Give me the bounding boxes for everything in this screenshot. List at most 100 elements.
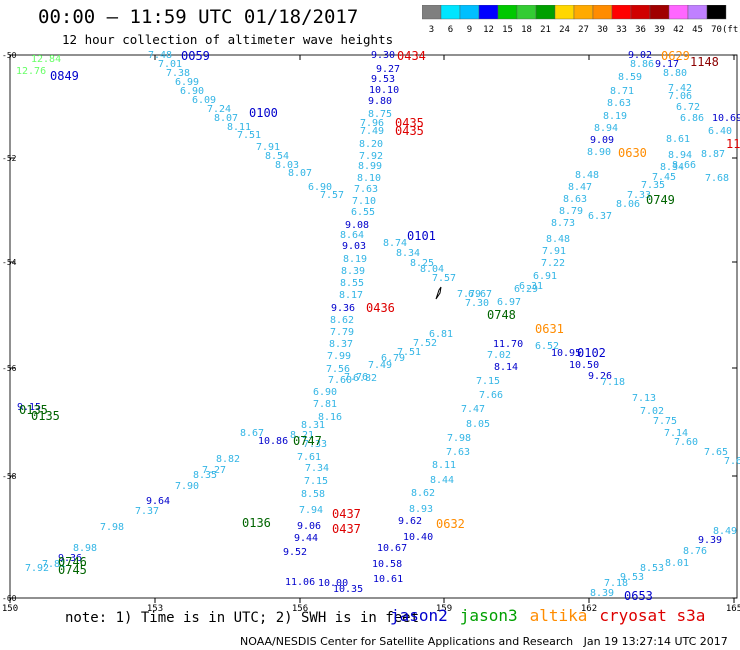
wave-height-obs: 8.05 [466,419,490,430]
wave-height-obs: 7.69 [724,456,740,467]
wave-height-obs: 8.94 [594,123,618,134]
wave-height-obs: 7.15 [476,376,500,387]
wave-height-obs: 6.82 [353,373,377,384]
pass-time-label: 1148 [690,55,719,69]
colorbar-unit: (ft) [722,25,740,35]
wave-height-obs: 8.07 [214,113,238,124]
pass-time-label: 0436 [366,301,395,315]
lat-tick-label: -58 [2,472,17,481]
wave-height-obs: 8.06 [616,199,640,210]
wave-height-obs: 6.90 [313,387,337,398]
wave-height-obs: 8.07 [288,168,312,179]
pass-time-label: 11 [726,137,740,151]
legend-entry: cryosat s3a [599,606,706,625]
wave-height-obs: 8.62 [330,315,354,326]
wave-height-obs: 8.58 [301,489,325,500]
pass-time-label: 0435 [395,116,424,130]
wave-height-obs: 8.49 [713,526,737,537]
wave-height-obs: 8.59 [618,72,642,83]
pass-time-label: 0135 [19,403,48,417]
wave-height-obs: 6.31 [519,281,543,292]
wave-height-obs: 6.99 [175,77,199,88]
pass-time-label: 0101 [407,229,436,243]
pass-time-label: 0136 [242,516,271,530]
wave-height-obs: 7.22 [541,258,565,269]
wave-height-obs: 7.60 [328,375,352,386]
wave-height-obs: 10.40 [403,532,433,543]
credit-line: NOAA/NESDIS Center for Satellite Applica… [240,635,728,648]
wave-height-obs: 7.94 [299,505,323,516]
wave-height-obs: 8.19 [343,254,367,265]
wave-height-obs: 7.51 [397,347,421,358]
wave-height-obs: 7.15 [304,476,328,487]
pass-time-label: 0629 [661,49,690,63]
wave-height-obs: 7.81 [313,399,337,410]
wave-height-obs: 8.39 [590,588,614,599]
wave-height-obs: 7.68 [705,173,729,184]
wave-height-obs: 8.86 [630,59,654,70]
wave-height-obs: 9.02 [628,50,652,61]
wave-height-obs: 8.67 [240,428,264,439]
wave-height-obs: 6.97 [497,297,521,308]
wave-height-obs: 12.76 [16,66,46,77]
pass-time-label: 0434 [397,49,426,63]
wave-height-obs: 9.52 [283,547,307,558]
wave-height-obs: 7.60 [674,437,698,448]
wave-height-obs: 10.95 [551,348,581,359]
pass-time-label: 0745 [58,563,87,577]
colorbar-tick: 21 [540,25,551,35]
chart-title: 00:00 – 11:59 UTC 01/18/2017 [38,6,359,28]
wave-height-obs: 8.62 [411,488,435,499]
wave-height-obs: 8.75 [368,109,392,120]
lon-tick-label: 159 [436,604,452,614]
wave-height-obs: 7.91 [542,246,566,257]
wave-height-obs: 7.38 [166,68,190,79]
wave-height-obs: 8.44 [430,475,454,486]
pass-time-label: 0437 [332,507,361,521]
wave-height-obs: 7.30 [465,298,489,309]
colorbar-tick: 42 [673,25,684,35]
colorbar-tick: 24 [559,25,570,35]
wave-height-obs: 8.11 [432,460,456,471]
map-frame [9,54,738,599]
colorbar-tick: 15 [502,25,513,35]
island-outline [435,286,442,300]
wave-height-obs: 8.64 [340,230,364,241]
wave-height-obs: 6.90 [308,182,332,193]
pass-time-label: 0749 [646,193,675,207]
wave-height-obs: 7.37 [135,506,159,517]
wave-height-obs: 9.08 [345,220,369,231]
wave-height-obs: 8.25 [410,258,434,269]
wave-height-obs: 8.48 [546,234,570,245]
wave-height-obs: 8.66 [672,160,696,171]
wave-height-obs: 7.06 [668,91,692,102]
wave-height-obs: 8.03 [275,160,299,171]
pass-time-label: 0437 [332,522,361,536]
wave-height-obs: 8.53 [640,563,664,574]
pass-time-label: 0747 [293,434,322,448]
colorbar-tick: 9 [467,25,472,35]
pass-time-label: 0849 [50,69,79,83]
wave-height-obs: 8.90 [587,147,611,158]
wave-height-obs: 7.57 [320,190,344,201]
lon-tick-label: 162 [581,604,597,614]
wave-height-obs: 7.47 [461,404,485,415]
wave-height-obs: 8.79 [559,206,583,217]
lon-tick-label: 153 [147,604,163,614]
wave-height-obs: 6.91 [533,271,557,282]
wave-height-obs: 10.69 [712,113,740,124]
wave-height-obs: 9.06 [297,521,321,532]
wave-height-obs: 8.63 [607,98,631,109]
wave-height-obs: 8.93 [409,504,433,515]
colorbar-tick: 3 [429,25,434,35]
wave-height-obs: 8.19 [603,111,627,122]
wave-height-obs: 9.15 [17,402,41,413]
wave-height-obs: 10.58 [372,559,402,570]
wave-height-obs: 6.86 [680,113,704,124]
wave-height-obs: 7.10 [352,196,376,207]
wave-height-obs: 8.14 [494,362,518,373]
wave-height-obs: 7.52 [413,338,437,349]
wave-height-obs: 9.03 [342,241,366,252]
wave-height-obs: 9.44 [294,533,318,544]
